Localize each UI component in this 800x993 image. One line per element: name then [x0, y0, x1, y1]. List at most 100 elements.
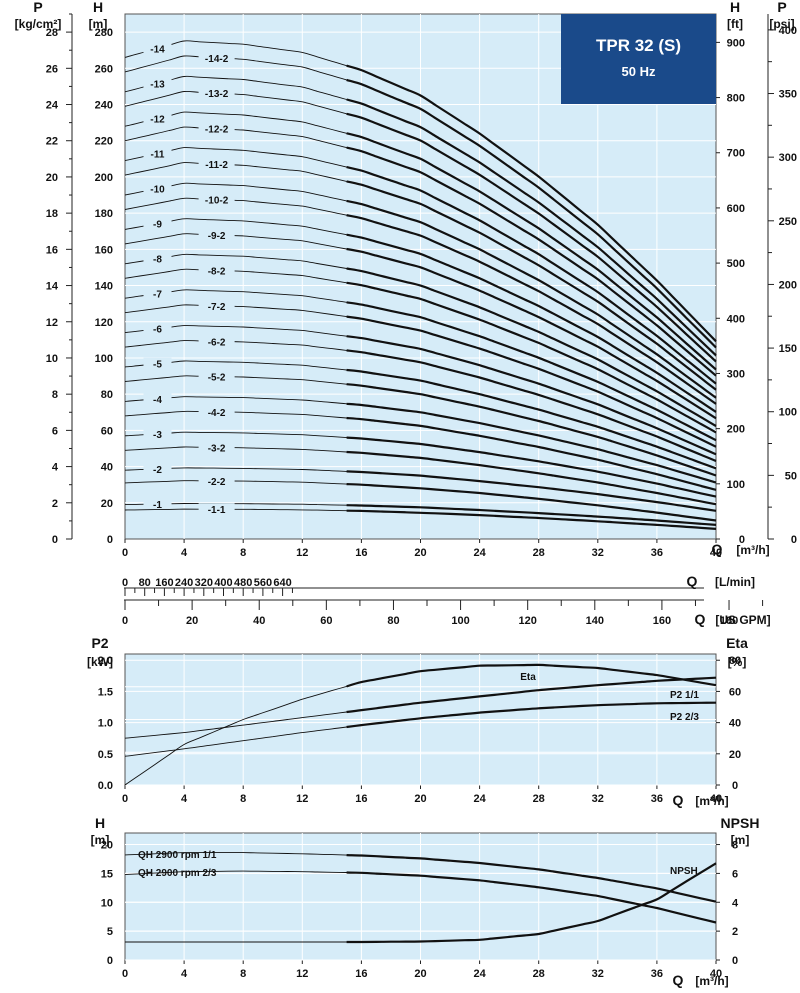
- lpm-tick-label: 160: [155, 577, 173, 589]
- psi-tick-label: 400: [779, 25, 797, 37]
- series-label-bg: [143, 392, 172, 406]
- series-label-bg: [198, 264, 235, 278]
- p-kg-axis-unit: [kg/cm²]: [15, 17, 62, 31]
- main-x-tick-label: 12: [296, 547, 308, 559]
- power-x-tick-label: 32: [592, 793, 604, 805]
- hq-tick-label: 20: [101, 840, 113, 852]
- npsh-x-tick-label: 20: [414, 968, 426, 980]
- series-label-bg: [143, 42, 172, 56]
- qh23-series-label: QH 2900 rpm 2/3: [138, 868, 217, 879]
- eta-tick-label: 60: [729, 686, 741, 698]
- series-label: -6: [153, 325, 162, 336]
- ft-tick-label: 300: [727, 368, 745, 380]
- main-x-tick-label: 0: [122, 547, 128, 559]
- ft-tick-label: 500: [727, 258, 745, 270]
- npsh-x-tick-label: 12: [296, 968, 308, 980]
- lpm-tick-label: 560: [254, 577, 272, 589]
- series-label: -14: [150, 44, 165, 55]
- p2-tick-label: 2.0: [98, 655, 113, 667]
- curve-QH-2900-rpm-1-1-thick: [346, 854, 717, 903]
- curve-P2-2-3-thick: [346, 701, 717, 729]
- series-label: -7-2: [208, 302, 226, 313]
- psi-tick-label: 300: [779, 152, 797, 164]
- p-kg-tick-label: 10: [46, 353, 58, 365]
- series-label: -7: [153, 290, 162, 301]
- curve-2-thick: [346, 470, 717, 512]
- curve-10-thick: [346, 199, 717, 399]
- curve-1-thick: [346, 504, 717, 526]
- power-x-axis-unit: [m³/h]: [695, 794, 728, 808]
- npsh-tick-label: 2: [732, 926, 738, 938]
- npsh-x-axis-name: Q: [673, 972, 684, 988]
- p2-tick-label: 0.0: [98, 780, 113, 792]
- series-label: -13-2: [205, 89, 229, 100]
- power-x-tick-label: 12: [296, 793, 308, 805]
- main-h-tick-label: 0: [107, 534, 113, 546]
- h-axis-unit: [m]: [89, 17, 108, 31]
- curve-5-2-thick: [346, 383, 717, 477]
- p2-tick-label: 1.0: [98, 718, 113, 730]
- ft-tick-label: 600: [727, 203, 745, 215]
- main-h-tick-label: 100: [95, 353, 113, 365]
- main-h-tick-label: 280: [95, 27, 113, 39]
- power-x-axis-name: Q: [673, 792, 684, 808]
- psi-tick-label: 250: [779, 216, 797, 228]
- lpm-axis-name: Q: [687, 573, 698, 589]
- main-x-tick-label: 20: [414, 547, 426, 559]
- hq-tick-label: 15: [101, 868, 113, 880]
- gpm-tick-label: 100: [451, 615, 469, 627]
- psi-tick-label: 100: [779, 407, 797, 419]
- series-label: -11: [151, 149, 165, 160]
- npsh-axis-unit: [m]: [731, 833, 750, 847]
- npsh-x-tick-label: 28: [533, 968, 545, 980]
- title-box: TPR 32 (S) 50 Hz: [561, 14, 716, 104]
- main-x-tick-label: 24: [473, 547, 486, 559]
- p-kg-tick-label: 24: [46, 100, 59, 112]
- series-label: -4-2: [208, 408, 226, 419]
- p-kg-tick-label: 14: [46, 281, 59, 293]
- series-label-bg: [143, 77, 172, 91]
- main-x-tick-label: 16: [355, 547, 367, 559]
- lpm-tick-label: 320: [195, 577, 213, 589]
- p2-axis-unit: [kW]: [87, 655, 113, 669]
- p2-axis-name: P2: [91, 635, 108, 651]
- curve-6-thick: [346, 335, 717, 456]
- eta-tick-label: 20: [729, 749, 741, 761]
- power-x-tick-label: 24: [473, 793, 486, 805]
- curve-QH-2900-rpm-2-3-thick: [346, 871, 717, 924]
- eta-axis-name: Eta: [726, 635, 748, 651]
- lpm-axis-unit: [L/min]: [715, 575, 755, 589]
- npsh-x-tick-label: 24: [473, 968, 486, 980]
- lpm-tick-label: 480: [234, 577, 252, 589]
- series-label-bg: [143, 498, 172, 512]
- ft-tick-label: 200: [727, 424, 745, 436]
- gpm-tick-label: 40: [253, 615, 265, 627]
- ft-tick-label: 100: [727, 479, 745, 491]
- p-kg-tick-label: 28: [46, 27, 58, 39]
- series-label: -9: [153, 220, 162, 231]
- series-label: -3: [153, 430, 162, 441]
- curve-7-2-thick: [346, 315, 717, 448]
- p-kg-tick-label: 18: [46, 208, 58, 220]
- curve-14-thick: [346, 64, 717, 343]
- series-label: -14-2: [205, 54, 229, 65]
- p-kg-tick-label: 0: [52, 534, 58, 546]
- p-kg-tick-label: 16: [46, 244, 58, 256]
- p2-23-series-label: P2 2/3: [670, 712, 699, 723]
- power-x-tick-label: 20: [414, 793, 426, 805]
- curve-3-thick: [346, 436, 717, 498]
- lpm-tick-label: 640: [273, 577, 291, 589]
- main-h-tick-label: 140: [95, 281, 113, 293]
- npsh-x-tick-label: 8: [240, 968, 246, 980]
- series-label-bg: [143, 322, 172, 336]
- npsh-x-tick-label: 4: [181, 968, 188, 980]
- curve-14-2-thick: [346, 78, 717, 349]
- main-h-tick-label: 220: [95, 136, 113, 148]
- curve-4-2-thick: [346, 416, 717, 491]
- curve-8-thick: [346, 267, 717, 427]
- main-h-tick-label: 200: [95, 172, 113, 184]
- npsh-tick-label: 0: [732, 955, 738, 967]
- series-label-bg: [143, 287, 172, 301]
- curve-12-thick: [346, 132, 717, 371]
- power-x-tick-label: 8: [240, 793, 246, 805]
